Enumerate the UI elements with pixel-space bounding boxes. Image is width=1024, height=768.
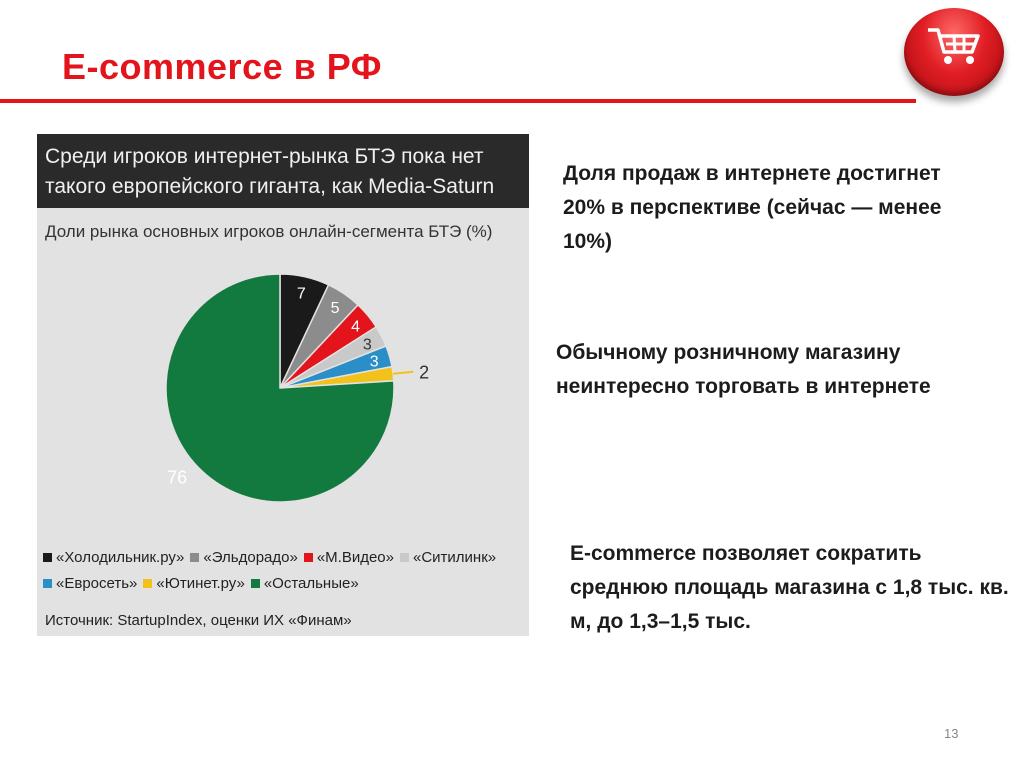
legend-item-2: «М.Видео» [303, 548, 394, 566]
legend-item-3: «Ситилинк» [400, 549, 496, 566]
text-block-online-share: Доля продаж в интернете достигнет 20% в … [563, 162, 942, 253]
legend-label-3: «Ситилинк» [413, 548, 497, 566]
pie-label-3: 3 [363, 336, 372, 353]
legend-swatch-1 [190, 552, 200, 562]
chart-subtitle: Доли рынка основных игроков онлайн-сегме… [45, 222, 493, 241]
pie-label-4: 3 [370, 354, 379, 371]
chart-title-line-2: такого европейского гиганта, как Media-S… [45, 175, 495, 198]
chart-title: Среди игроков интернет-рынка БТЭ пока не… [37, 134, 529, 208]
pie-leader-5 [393, 370, 414, 375]
text-block-store-area: E-commerce позволяет сократить среднюю п… [570, 542, 1009, 633]
legend-item-6: «Остальные» [250, 574, 359, 592]
chart-panel: Среди игроков интернет-рынка БТЭ пока не… [37, 134, 529, 636]
legend-swatch-0 [43, 552, 52, 562]
pie-label-5: 2 [419, 363, 429, 383]
chart-source: Источник: StartupIndex, оценки ИХ «Финам… [45, 612, 352, 629]
pie-label-1: 5 [331, 300, 340, 317]
legend-swatch-4 [43, 578, 52, 588]
text-block-retail: Обычному розничному магазину неинтересно… [556, 341, 931, 398]
pie-label-2: 4 [351, 319, 360, 336]
legend-swatch-3 [400, 552, 409, 562]
legend-item-0: «Холодильник.ру» [43, 549, 184, 566]
legend-item-4: «Евросеть» [43, 575, 137, 592]
legend-swatch-6 [250, 578, 260, 588]
slide-title: E-commerce в РФ [62, 46, 383, 87]
legend-swatch-2 [303, 552, 313, 562]
chart-legend: «Холодильник.ру» «Эльдорадо» «М.Видео» «Сит… [43, 544, 527, 596]
legend-label-0: «Холодильник.ру» [56, 548, 185, 566]
legend-swatch-5 [143, 578, 153, 588]
legend-label-6: «Остальные» [263, 574, 359, 592]
title-underline [0, 99, 916, 103]
shopping-cart-icon [928, 28, 980, 64]
page-number: 13 [944, 726, 959, 741]
legend-item-5: «Ютинет.ру» [143, 574, 245, 592]
cart-button[interactable] [904, 8, 1004, 96]
pie-label-0: 7 [297, 285, 306, 302]
legend-item-1: «Эльдорадо» [190, 548, 298, 566]
legend-row-0: «Холодильник.ру» «Эльдорадо» «М.Видео» «Сит… [43, 544, 527, 570]
legend-label-1: «Эльдорадо» [203, 548, 298, 566]
pie-label-6: 76 [167, 468, 187, 488]
legend-row-1: «Евросеть» «Ютинет.ру» «Остальные» [43, 570, 527, 596]
pie-slice-6 [165, 273, 395, 503]
chart-title-line-1: Среди игроков интернет-рынка БТЭ пока не… [45, 145, 484, 168]
legend-label-2: «М.Видео» [316, 548, 394, 566]
legend-label-4: «Евросеть» [56, 574, 138, 592]
legend-label-5: «Ютинет.ру» [156, 574, 245, 592]
